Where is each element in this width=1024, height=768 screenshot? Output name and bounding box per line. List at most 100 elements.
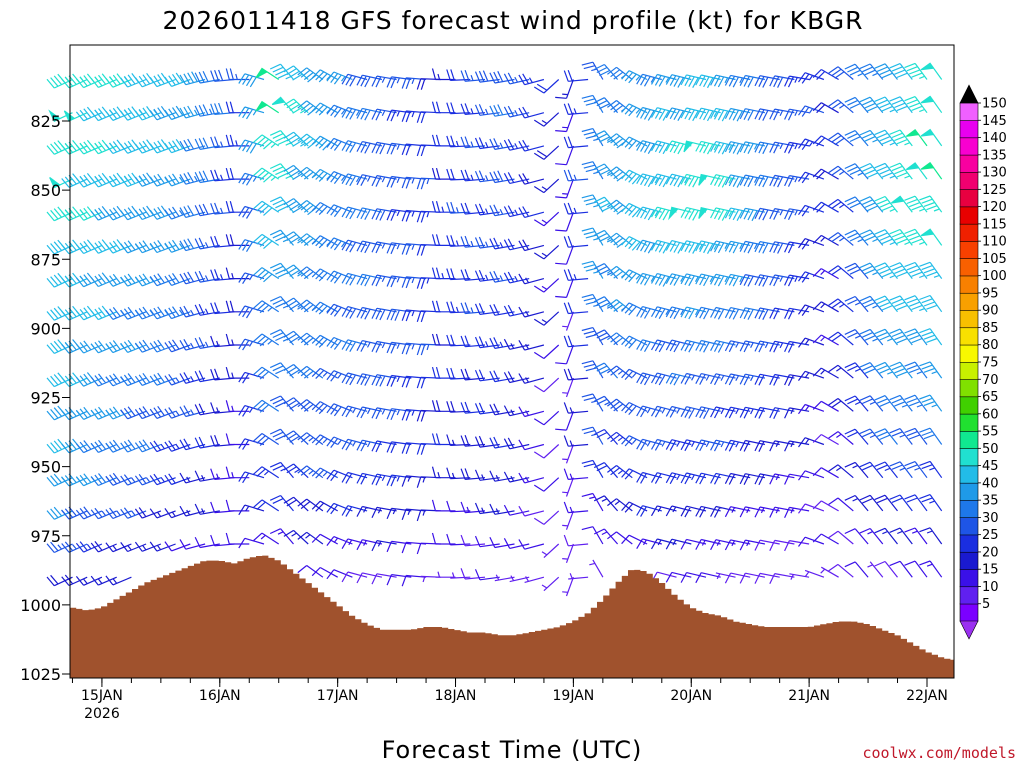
wind-barb xyxy=(297,67,324,83)
wind-barb xyxy=(724,406,751,419)
wind-barb xyxy=(474,402,500,415)
wind-barb xyxy=(844,494,869,512)
wind-barb xyxy=(75,239,103,255)
wind-barb xyxy=(356,141,383,154)
wind-barb xyxy=(621,401,648,415)
wind-barb xyxy=(650,273,677,287)
wind-barb xyxy=(724,539,751,551)
wind-barb xyxy=(739,307,766,320)
wind-barb xyxy=(563,468,589,480)
wind-barb xyxy=(695,406,721,419)
wind-barb xyxy=(665,140,692,155)
wind-barb xyxy=(120,240,147,254)
x-tick-label: 17JAN xyxy=(317,688,359,704)
wind-barb xyxy=(581,194,604,213)
wind-barb xyxy=(253,499,280,512)
wind-barb xyxy=(650,239,677,254)
wind-barb xyxy=(739,439,766,452)
wind-barb xyxy=(164,239,191,253)
wind-barb xyxy=(904,295,928,313)
wind-barb xyxy=(297,233,324,246)
wind-barb xyxy=(680,572,707,583)
wind-barb xyxy=(474,104,500,116)
wind-barb xyxy=(297,200,324,216)
wind-barb xyxy=(269,494,294,512)
colorbar-label: 50 xyxy=(982,442,999,457)
wind-barb xyxy=(253,300,280,314)
wind-barb xyxy=(754,506,780,518)
wind-barb xyxy=(356,207,383,220)
colorbar-segment xyxy=(959,517,979,536)
wind-barb xyxy=(134,473,162,486)
wind-barb xyxy=(784,407,810,419)
wind-barb xyxy=(253,366,280,380)
wind-barb xyxy=(297,332,324,346)
wind-barb xyxy=(238,338,265,351)
wind-barb xyxy=(210,202,235,215)
wind-barb xyxy=(238,172,265,186)
wind-barb xyxy=(474,369,500,382)
wind-barb xyxy=(695,107,721,122)
wind-barb xyxy=(812,500,839,512)
wind-barb xyxy=(695,339,721,353)
wind-barb xyxy=(75,340,103,354)
wind-barb xyxy=(210,136,235,149)
wind-barb xyxy=(120,73,147,88)
wind-barb xyxy=(489,337,515,349)
wind-barb xyxy=(326,370,353,382)
wind-barb xyxy=(889,262,913,279)
wind-barb xyxy=(904,195,928,213)
plot-area xyxy=(46,44,955,679)
wind-barb xyxy=(812,467,839,479)
x-tick-label: 16JAN xyxy=(199,688,241,704)
colorbar-label: 20 xyxy=(982,545,999,560)
wind-barb xyxy=(828,298,854,313)
wind-barb xyxy=(859,328,884,346)
wind-barb xyxy=(859,395,884,412)
wind-barb xyxy=(90,206,117,221)
wind-barb xyxy=(710,273,736,287)
wind-barb xyxy=(636,272,662,286)
wind-barb xyxy=(75,206,103,221)
wind-barb xyxy=(489,470,515,482)
wind-barb xyxy=(446,533,471,546)
chart-title: 2026011418 GFS forecast wind profile (kt… xyxy=(162,6,863,35)
wind-barb xyxy=(724,506,751,518)
wind-barb xyxy=(636,106,662,121)
wind-barb xyxy=(621,236,648,251)
wind-barb xyxy=(179,271,206,285)
wind-barb xyxy=(668,206,692,221)
wind-barb xyxy=(904,560,928,578)
wind-barb xyxy=(105,373,132,387)
wind-barb xyxy=(75,541,103,553)
wind-barb xyxy=(555,211,574,232)
wind-barb xyxy=(904,427,928,445)
wind-barb xyxy=(919,328,943,346)
wind-barb xyxy=(859,63,884,80)
wind-barb xyxy=(562,510,574,530)
wind-barb xyxy=(828,66,854,80)
wind-barb xyxy=(754,340,780,353)
y-tick-label: 975 xyxy=(30,527,61,546)
wind-barb xyxy=(555,79,574,99)
wind-barb xyxy=(859,362,884,379)
colorbar-segment xyxy=(959,119,979,139)
wind-barb xyxy=(46,339,73,354)
wind-barb xyxy=(61,438,88,454)
wind-barb xyxy=(607,465,633,479)
wind-barb xyxy=(416,210,441,223)
wind-barb xyxy=(105,172,132,188)
colorbar-label: 80 xyxy=(982,338,999,353)
wind-barb xyxy=(867,561,884,578)
wind-barb xyxy=(164,105,191,121)
wind-barb xyxy=(844,461,869,479)
wind-barb xyxy=(179,238,206,252)
wind-barb xyxy=(518,406,545,418)
wind-barb xyxy=(754,406,780,419)
wind-barb xyxy=(326,303,353,317)
wind-barb xyxy=(754,440,780,452)
wind-barb xyxy=(650,472,677,484)
wind-barb xyxy=(120,205,147,221)
wind-barb xyxy=(356,273,383,287)
wind-barb xyxy=(225,134,250,147)
